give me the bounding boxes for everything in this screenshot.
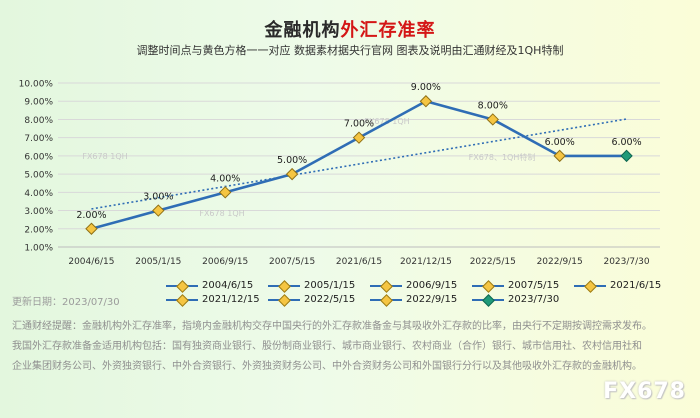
chart-title-part1: 金融机构 bbox=[264, 20, 341, 41]
watermark-text: FX678 1QH bbox=[82, 152, 127, 161]
x-tick-label: 2021/12/15 bbox=[400, 257, 452, 267]
data-label: 7.00% bbox=[344, 119, 374, 130]
y-tick-label: 6.00% bbox=[24, 152, 53, 162]
x-tick-label: 2022/9/15 bbox=[537, 257, 583, 267]
data-point-marker bbox=[152, 204, 165, 217]
legend-label: 2021/6/15 bbox=[610, 280, 662, 291]
data-point-marker bbox=[620, 149, 633, 163]
legend-label: 2023/7/30 bbox=[508, 294, 560, 305]
chart-title-part2: 外汇存准率 bbox=[340, 20, 436, 41]
y-tick-label: 1.00% bbox=[24, 244, 53, 254]
data-label: 4.00% bbox=[210, 173, 240, 184]
legend-label: 2022/5/15 bbox=[304, 294, 356, 305]
note-institutions-continued: 企业集团财务公司、外资独资银行、中外合资银行、外资独资财务公司、中外合资财务公司… bbox=[12, 361, 642, 372]
legend-label: 2022/9/15 bbox=[406, 294, 458, 305]
legend-label: 2021/12/15 bbox=[202, 294, 260, 305]
fx678-logo: FX678 bbox=[603, 379, 686, 404]
y-tick-label: 8.00% bbox=[24, 116, 53, 126]
update-date: 更新日期：2023/07/30 bbox=[12, 297, 120, 308]
data-point-marker bbox=[553, 149, 566, 163]
x-tick-label: 2021/6/15 bbox=[336, 257, 382, 267]
legend-label: 2006/9/15 bbox=[406, 280, 458, 291]
legend-label: 2004/6/15 bbox=[202, 280, 254, 291]
note-institutions: 我国外汇存款准备金适用机构包括：国有独资商业银行、股份制商业银行、城市商业银行、… bbox=[12, 341, 642, 352]
data-label: 8.00% bbox=[478, 100, 508, 111]
y-tick-label: 2.00% bbox=[24, 225, 53, 235]
data-point-marker bbox=[352, 131, 366, 144]
data-label: 9.00% bbox=[411, 82, 441, 93]
note-definition: 汇通财经提醒：金融机构外汇存准率，指境内金融机构交存中国央行的外汇存款准备金与其… bbox=[12, 321, 652, 332]
data-label: 2.00% bbox=[76, 210, 106, 221]
data-label: 3.00% bbox=[143, 192, 173, 203]
trendline bbox=[91, 118, 627, 210]
y-tick-label: 7.00% bbox=[24, 134, 53, 144]
line-chart: 1.00% 2.00% 3.00% 4.00% 5.00% 6.00% 7.00% 8.00%… bbox=[19, 80, 660, 267]
data-point-marker bbox=[219, 186, 232, 199]
x-tick-label: 2023/7/30 bbox=[603, 257, 649, 267]
legend-label: 2005/1/15 bbox=[304, 280, 356, 291]
legend-label: 2007/5/15 bbox=[508, 280, 560, 291]
data-point-marker bbox=[285, 167, 299, 181]
x-tick-label: 2006/9/15 bbox=[202, 257, 248, 267]
y-tick-label: 4.00% bbox=[24, 189, 53, 199]
watermark-text: FX678 1QH bbox=[199, 209, 244, 218]
data-point-marker bbox=[419, 95, 433, 108]
y-tick-label: 5.00% bbox=[24, 171, 53, 181]
data-label: 5.00% bbox=[277, 155, 307, 166]
x-tick-label: 2022/5/15 bbox=[470, 257, 516, 267]
data-label: 6.00% bbox=[545, 137, 575, 148]
watermark-text: FX678、1QH特制 bbox=[469, 152, 536, 162]
chart-subtitle: 调整时间点与黄色方格一一对应 数据素材据央行官网 图表及说明由汇通财经及1QH特… bbox=[136, 44, 564, 57]
data-point-marker bbox=[486, 113, 499, 126]
data-label: 6.00% bbox=[611, 137, 641, 148]
x-tick-label: 2007/5/15 bbox=[269, 257, 315, 267]
x-tick-label: 2004/6/15 bbox=[68, 257, 114, 267]
x-tick-label: 2005/1/15 bbox=[135, 257, 181, 267]
chart-title: 金融机构外汇存准率 bbox=[0, 16, 700, 42]
data-point-marker bbox=[85, 222, 98, 235]
y-tick-label: 3.00% bbox=[24, 207, 53, 217]
y-tick-label: 10.00% bbox=[19, 80, 54, 90]
y-tick-label: 9.00% bbox=[24, 98, 53, 108]
